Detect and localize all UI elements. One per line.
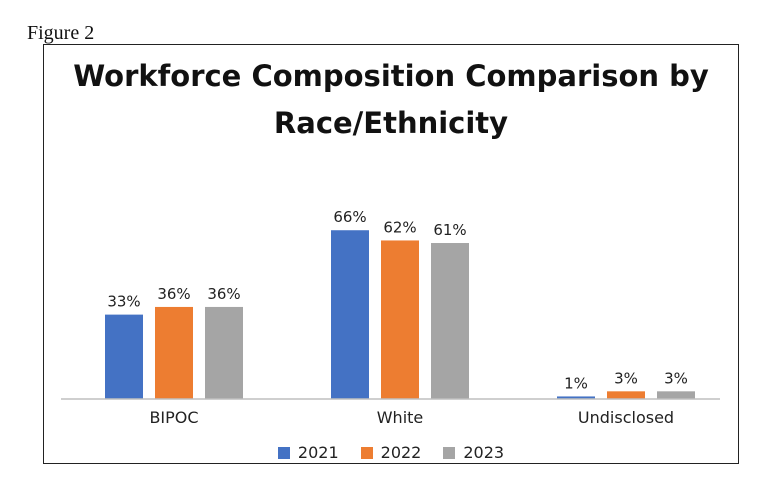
chart-legend: 2021 2022 2023 (44, 443, 738, 462)
legend-swatch-2021 (277, 446, 290, 459)
bar-undisclosed-2023 (657, 391, 695, 399)
legend-item-2023: 2023 (443, 443, 504, 462)
legend-label-2023: 2023 (463, 443, 505, 462)
data-label-white-2023: 61% (433, 221, 466, 239)
chart-title-line-1: Workforce Composition Comparison by (73, 59, 709, 93)
legend-item-2022: 2022 (360, 443, 422, 462)
chart-title-line-2: Race/Ethnicity (273, 106, 509, 140)
bar-chart-plot: 33% 66% 1% 36% 62% 3% 36% 61% 3% BIPOC White Undisc… (61, 208, 720, 427)
x-tick-label-white: White (377, 408, 424, 427)
data-label-bipoc-2023: 36% (207, 285, 240, 303)
bar-bipoc-2023 (205, 306, 243, 399)
bar-undisclosed-2022 (607, 391, 645, 399)
bar-white-2023 (431, 243, 469, 399)
bar-white-2022 (381, 240, 419, 399)
legend-swatch-2023 (443, 446, 456, 459)
data-label-undisclosed-2022: 3% (614, 369, 638, 387)
bar-undisclosed-2021 (557, 396, 595, 399)
bar-bipoc-2021 (105, 314, 143, 399)
chart-frame: Workforce Composition Comparison by Race… (43, 44, 739, 464)
legend-item-2021: 2021 (277, 443, 339, 462)
data-label-undisclosed-2021: 1% (564, 374, 588, 392)
bar-white-2021 (331, 230, 369, 399)
x-tick-label-undisclosed: Undisclosed (578, 408, 674, 427)
data-label-undisclosed-2023: 3% (664, 369, 688, 387)
data-label-white-2021: 66% (333, 208, 366, 226)
legend-label-2021: 2021 (297, 443, 339, 462)
chart-title: Workforce Composition Comparison by Race… (44, 53, 738, 147)
data-label-bipoc-2022: 36% (157, 285, 190, 303)
legend-swatch-2022 (360, 446, 373, 459)
data-label-white-2022: 62% (383, 218, 416, 236)
figure-label: Figure 2 (27, 22, 95, 44)
x-tick-label-bipoc: BIPOC (149, 408, 198, 427)
legend-label-2022: 2022 (380, 443, 422, 462)
bar-bipoc-2022 (155, 306, 193, 399)
data-label-bipoc-2021: 33% (107, 293, 140, 311)
